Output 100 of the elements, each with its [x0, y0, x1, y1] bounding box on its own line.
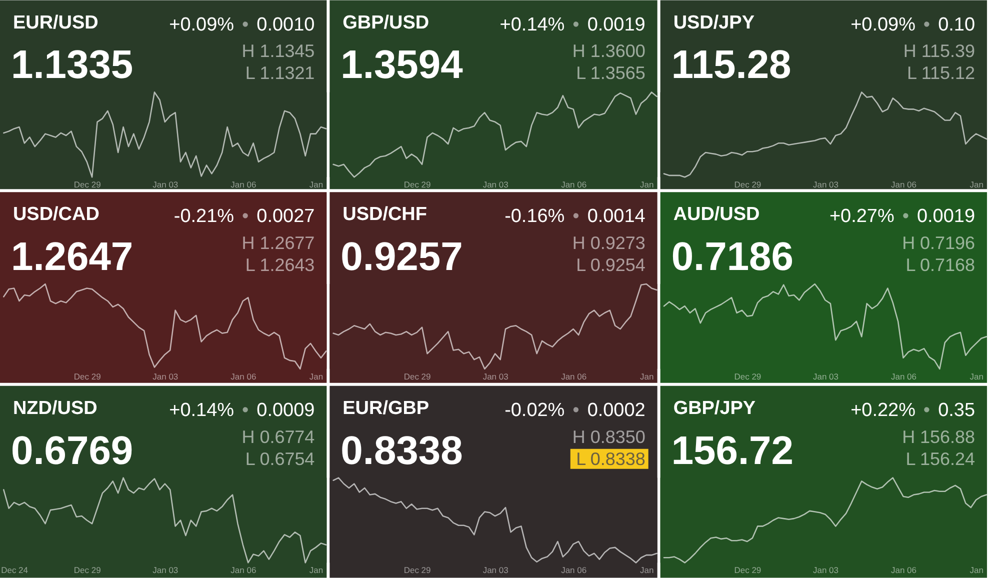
chart-subtitle: 0.7186: [671, 235, 794, 280]
x-tick-label: Dec 29: [74, 371, 102, 382]
text: 0.0009: [256, 400, 315, 421]
text: •: [902, 206, 909, 228]
x-tick-label: Jan: [970, 565, 984, 576]
x-tick-label: Jan 06: [561, 180, 587, 190]
chart-title: GBP/USD: [342, 12, 430, 34]
text: L 1.3565: [576, 63, 646, 84]
x-tick-label: Dec 29: [404, 565, 432, 576]
chart-subtitle: 0.9257: [340, 235, 463, 280]
x-tick-label: Dec 29: [404, 371, 432, 382]
text: •: [242, 14, 249, 36]
x-tick-label: Jan 06: [230, 180, 256, 190]
x-tick-label: Jan 06: [891, 565, 917, 576]
x-tick-label: Jan: [970, 180, 984, 190]
chart-subtitle: 156.72: [671, 428, 794, 473]
text: -0.21%: [174, 206, 234, 228]
x-tick-label: Jan: [640, 180, 654, 190]
chart-title: NZD/USD: [12, 398, 98, 419]
text: 0.0002: [587, 400, 646, 421]
text: H 115.39: [903, 41, 976, 62]
text: H 1.3600: [572, 41, 646, 62]
text: 0.0019: [587, 14, 646, 36]
x-tick-label: Dec 29: [734, 180, 762, 190]
x-tick-label: Jan: [640, 371, 654, 382]
x-tick-label: Jan 06: [561, 565, 587, 576]
text: •: [572, 400, 580, 421]
x-tick-label: Jan 03: [482, 180, 509, 190]
x-tick-label: Dec 29: [404, 180, 432, 190]
text: -0.16%: [504, 206, 565, 228]
text: +0.14%: [500, 14, 565, 36]
text: 0.0010: [256, 14, 315, 36]
x-tick-label: Dec 24: [1, 565, 28, 576]
text: H 156.88: [902, 426, 976, 447]
chart-title: USD/CHF: [342, 204, 427, 226]
text: 0.35: [938, 400, 976, 421]
x-tick-label: Dec 29: [734, 565, 762, 576]
text: L 0.8338: [576, 448, 646, 469]
x-tick-label: Jan: [309, 371, 324, 382]
x-tick-label: Jan 03: [812, 371, 839, 382]
text: •: [242, 206, 249, 228]
x-tick-label: Jan: [970, 371, 984, 382]
chart-title: USD/CAD: [12, 204, 100, 226]
x-tick-label: Jan 03: [152, 371, 178, 382]
text: H 0.8350: [572, 426, 646, 447]
text: L 0.7168: [906, 255, 976, 276]
text: •: [242, 400, 249, 421]
x-tick-label: Jan: [309, 180, 324, 190]
x-tick-label: Jan 06: [561, 371, 587, 382]
text: •: [923, 14, 930, 36]
text: L 115.12: [907, 63, 976, 84]
text: 0.0019: [916, 206, 976, 228]
text: L 1.1321: [245, 63, 315, 84]
x-tick-label: Jan 06: [891, 180, 917, 190]
x-tick-label: Dec 29: [734, 371, 762, 382]
chart-subtitle: 0.8338: [340, 428, 463, 473]
text: 0.0027: [256, 206, 315, 228]
chart-subtitle: 1.1335: [10, 43, 134, 88]
text: +0.09%: [169, 14, 234, 36]
chart-title: GBP/JPY: [673, 398, 756, 419]
text: +0.27%: [829, 206, 894, 228]
x-tick-label: Jan 03: [152, 565, 178, 576]
text: L 0.9254: [576, 255, 646, 276]
x-tick-label: Jan 03: [482, 565, 509, 576]
text: L 0.6754: [245, 448, 315, 469]
text: 0.0014: [587, 206, 646, 228]
chart-subtitle: 115.28: [671, 43, 792, 88]
text: •: [572, 206, 580, 228]
x-tick-label: Jan 06: [230, 371, 256, 382]
chart-subtitle: 1.3594: [340, 43, 463, 88]
chart-subtitle: 0.6769: [10, 428, 134, 473]
x-tick-label: Jan: [309, 565, 324, 576]
text: -0.02%: [504, 400, 565, 421]
x-tick-label: Jan 03: [152, 180, 178, 190]
text: L 156.24: [906, 448, 976, 469]
text: H 0.6774: [242, 426, 315, 447]
x-tick-label: Jan: [640, 565, 654, 576]
x-tick-label: Jan 06: [230, 565, 256, 576]
text: H 0.7196: [902, 233, 976, 254]
x-tick-label: Jan 03: [812, 180, 839, 190]
chart-subtitle: 1.2647: [10, 235, 134, 280]
text: L 1.2643: [245, 255, 315, 276]
x-tick-label: Jan 03: [812, 565, 839, 576]
text: +0.09%: [850, 14, 916, 36]
x-tick-label: Jan 03: [482, 371, 509, 382]
x-tick-label: Dec 29: [74, 180, 102, 190]
text: 0.10: [938, 14, 976, 36]
x-tick-label: Dec 29: [74, 565, 102, 576]
chart-title: USD/JPY: [673, 12, 755, 34]
text: +0.14%: [169, 400, 234, 421]
text: +0.22%: [850, 400, 916, 421]
x-tick-label: Jan 06: [891, 371, 917, 382]
text: H 1.1345: [242, 41, 315, 62]
text: •: [923, 400, 930, 421]
chart-title: AUD/USD: [673, 204, 760, 226]
text: H 0.9273: [572, 233, 646, 254]
chart-title: EUR/USD: [12, 12, 98, 34]
text: •: [572, 14, 580, 36]
text: H 1.2677: [242, 233, 315, 254]
chart-title: EUR/GBP: [342, 398, 430, 419]
